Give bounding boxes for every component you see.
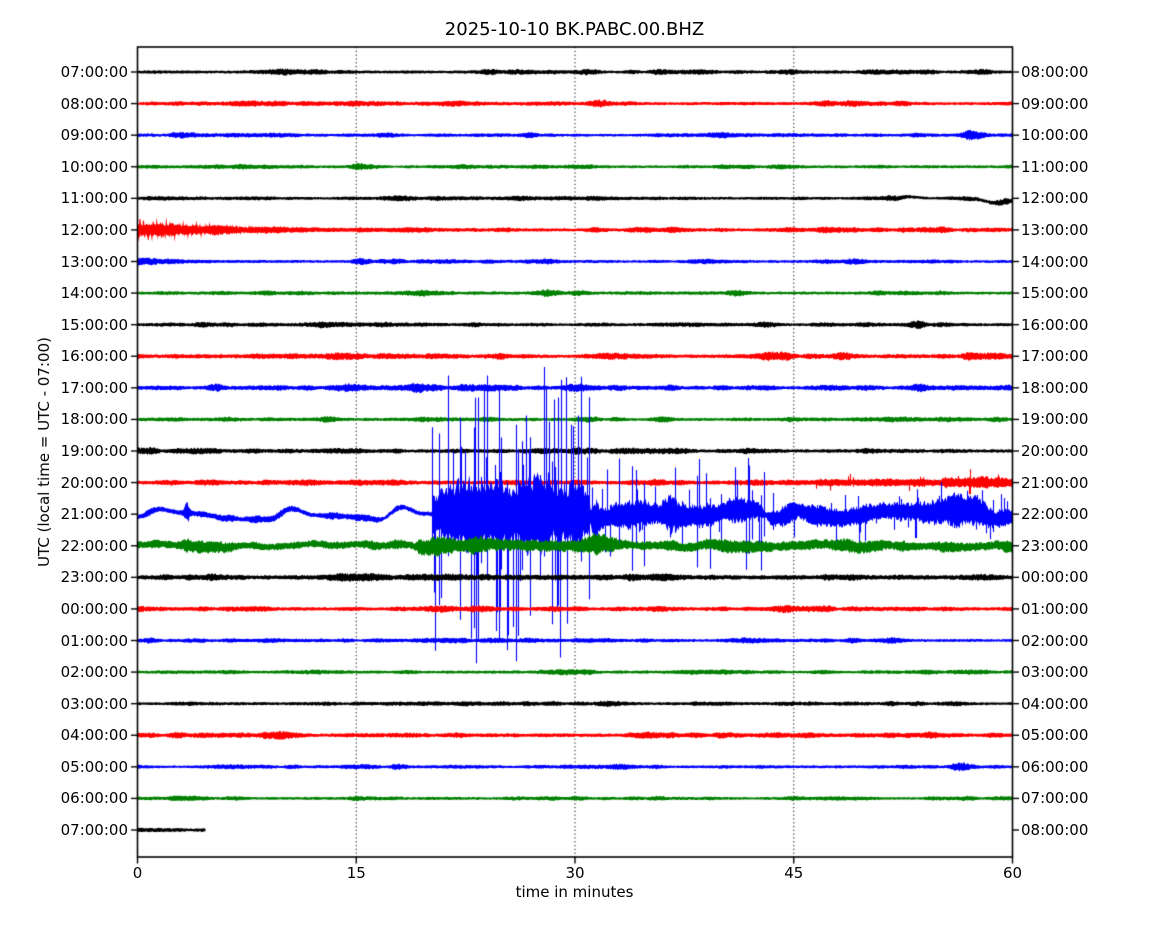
y-tick-label-utc: 16:00:00 (60, 347, 128, 366)
y-tick-label-utc: 14:00:00 (60, 284, 128, 303)
y-tick-label-utc: 07:00:00 (60, 63, 128, 81)
x-tick-label: 60 (1002, 864, 1023, 882)
y-tick-label-utc: 21:00:00 (60, 505, 128, 524)
y-tick-label-local: 17:00:00 (1021, 347, 1089, 366)
y-tick-label-local: 08:00:00 (1021, 821, 1089, 839)
y-tick-label-local: 08:00:00 (1021, 63, 1089, 81)
y-tick-label-utc: 01:00:00 (60, 631, 128, 650)
y-tick-label-local: 04:00:00 (1021, 694, 1089, 713)
y-tick-label-local: 01:00:00 (1021, 599, 1089, 618)
y-tick-label-utc: 05:00:00 (60, 757, 128, 776)
y-tick-label-utc: 17:00:00 (60, 378, 128, 397)
y-tick-label-utc: 22:00:00 (60, 536, 128, 555)
y-tick-label-local: 14:00:00 (1021, 252, 1089, 271)
y-tick-label-local: 05:00:00 (1021, 726, 1089, 745)
x-tick-label: 45 (784, 864, 804, 882)
y-tick-label-utc: 00:00:00 (60, 599, 128, 618)
y-tick-label-utc: 11:00:00 (60, 189, 128, 208)
x-axis-label: time in minutes (515, 883, 634, 901)
y-tick-label-local: 18:00:00 (1021, 378, 1089, 397)
y-tick-label-local: 20:00:00 (1021, 442, 1089, 460)
y-tick-label-local: 10:00:00 (1021, 126, 1089, 145)
y-tick-label-local: 06:00:00 (1021, 757, 1089, 776)
y-tick-label-utc: 03:00:00 (60, 694, 128, 713)
y-tick-label-utc: 08:00:00 (60, 94, 128, 113)
y-tick-label-utc: 20:00:00 (60, 473, 128, 492)
y-tick-label-utc: 13:00:00 (60, 252, 128, 271)
x-tick-label: 0 (132, 864, 143, 882)
y-tick-label-local: 22:00:00 (1021, 505, 1089, 524)
y-tick-label-utc: 12:00:00 (60, 220, 128, 239)
y-tick-label-utc: 09:00:00 (60, 126, 128, 145)
y-tick-label-utc: 04:00:00 (60, 726, 128, 745)
x-tick-label: 30 (565, 864, 585, 882)
plot-title: 2025-10-10 BK.PABC.00.BHZ (444, 19, 705, 40)
x-tick-label: 15 (346, 864, 366, 882)
y-tick-label-utc: 18:00:00 (60, 410, 128, 429)
y-tick-label-local: 09:00:00 (1021, 94, 1089, 113)
y-tick-label-local: 13:00:00 (1021, 220, 1089, 239)
y-tick-label-local: 21:00:00 (1021, 473, 1089, 492)
y-tick-label-local: 12:00:00 (1021, 189, 1089, 208)
y-tick-label-local: 11:00:00 (1021, 157, 1089, 176)
y-tick-label-local: 03:00:00 (1021, 663, 1089, 682)
y-tick-label-local: 19:00:00 (1021, 410, 1089, 429)
y-tick-label-utc: 15:00:00 (60, 315, 128, 334)
y-tick-label-utc: 19:00:00 (60, 442, 128, 460)
y-tick-label-local: 23:00:00 (1021, 536, 1089, 555)
y-tick-label-utc: 07:00:00 (60, 821, 128, 839)
y-tick-label-local: 15:00:00 (1021, 284, 1089, 303)
y-tick-label-local: 16:00:00 (1021, 315, 1089, 334)
y-tick-label-utc: 10:00:00 (60, 157, 128, 176)
y-tick-label-utc: 23:00:00 (60, 568, 128, 587)
y-tick-label-local: 00:00:00 (1021, 568, 1089, 587)
y-tick-label-local: 02:00:00 (1021, 631, 1089, 650)
y-tick-label-utc: 02:00:00 (60, 663, 128, 682)
y-tick-label-utc: 06:00:00 (60, 789, 128, 808)
y-tick-label-local: 07:00:00 (1021, 789, 1089, 808)
